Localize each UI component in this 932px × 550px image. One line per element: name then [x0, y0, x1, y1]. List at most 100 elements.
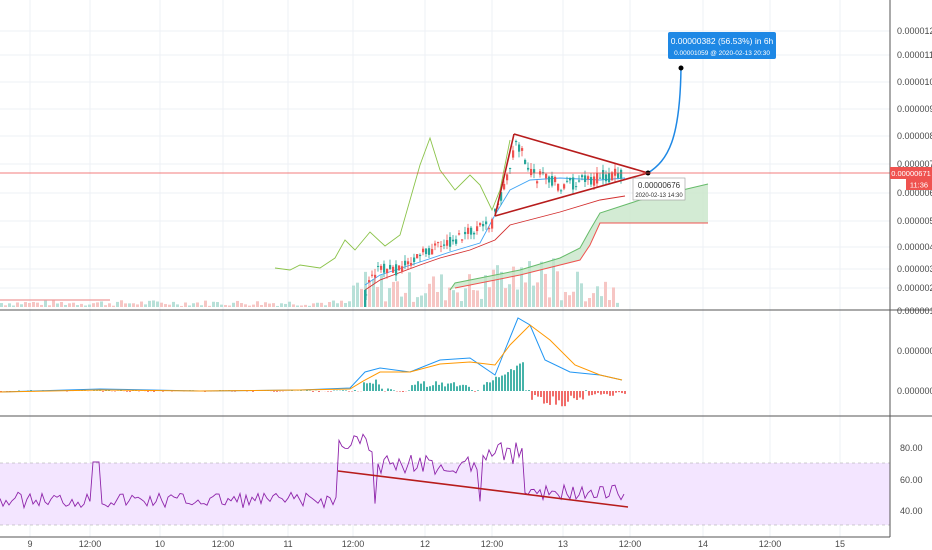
macd-hist-bar: [558, 391, 560, 401]
macd-hist-bar: [507, 372, 509, 391]
volume-bar: [144, 304, 147, 307]
volume-bar: [184, 302, 187, 307]
volume-bar: [348, 301, 351, 307]
macd-hist-bar: [444, 386, 446, 391]
countdown-badge: 11:36: [906, 179, 932, 190]
volume-bar: [180, 305, 183, 307]
volume-bar: [232, 302, 235, 307]
candle-body: [461, 239, 464, 241]
volume-bar: [100, 301, 103, 307]
candle-body: [503, 183, 506, 190]
macd-hist-bar: [495, 376, 497, 391]
rsi-axis[interactable]: 80.00 60.00 40.00: [900, 443, 923, 516]
volume-bar: [312, 303, 315, 307]
macd-hist-bar: [252, 391, 254, 392]
signal-line: [0, 324, 623, 393]
macd-hist-bar: [432, 385, 434, 391]
macd-hist-bar: [504, 374, 506, 391]
macd-hist-bar: [594, 391, 596, 395]
volume-bar: [404, 292, 407, 307]
macd-hist-bar: [153, 391, 155, 392]
candle-body: [500, 192, 503, 201]
macd-panel[interactable]: [0, 317, 626, 407]
macd-hist-bar: [423, 381, 425, 391]
price-panel[interactable]: 0.00000382 (56.53%) in 6h 0.00001059 @ 2…: [0, 32, 890, 307]
candle-body: [416, 254, 419, 259]
candle-body: [464, 231, 467, 235]
candle-body: [440, 245, 443, 247]
macd-axis[interactable]: 0.00000100 0.00000050 0.00000000: [897, 306, 932, 396]
volume-bar: [564, 291, 567, 307]
volume-bar: [124, 303, 127, 307]
volume-bar: [316, 302, 319, 307]
candle-body: [365, 294, 368, 296]
candle-body: [518, 144, 521, 152]
projection-end-point[interactable]: [678, 65, 684, 71]
volume-bar: [448, 287, 451, 307]
time-axis[interactable]: 9 12:00 10 12:00 11 12:00 12 12:00 13 12:00 14 12:0…: [27, 539, 845, 549]
cloud-fill: [450, 184, 708, 290]
senkou-b: [454, 222, 708, 289]
volume-bar: [244, 304, 247, 307]
volume-bar: [332, 300, 335, 307]
macd-hist-bar: [516, 365, 518, 391]
x-tick-label: 12:00: [212, 539, 235, 549]
candle-body: [431, 249, 434, 255]
volume-bar: [192, 303, 195, 307]
volume-bar: [468, 274, 471, 307]
x-tick-label: 12: [420, 539, 430, 549]
candle-body: [398, 265, 401, 271]
rsi-divergence-line[interactable]: [337, 470, 629, 508]
volume-bar: [292, 304, 295, 307]
x-tick-label: 11: [283, 539, 292, 549]
x-tick-label: 12:00: [759, 539, 782, 549]
volume-bar: [44, 300, 47, 307]
candle-body: [506, 174, 509, 181]
rsi-panel[interactable]: [0, 433, 890, 526]
volume-bar: [36, 302, 39, 307]
candle-body: [536, 181, 539, 184]
price-axis[interactable]: 0.00001200 0.00001100 0.00001000 0.00000900…: [897, 26, 932, 293]
volume-bar: [408, 272, 411, 307]
volume-bar: [540, 261, 543, 307]
macd-hist-bar: [582, 391, 584, 400]
symmetrical-triangle-drawing[interactable]: [494, 133, 649, 217]
volume-bar: [188, 305, 191, 307]
volume-bar: [588, 297, 591, 307]
x-tick-label: 14: [698, 539, 708, 549]
volume-bar: [288, 301, 291, 307]
macd-hist-bar: [534, 391, 536, 396]
macd-hist-bar: [576, 391, 578, 400]
candle-body: [515, 141, 518, 143]
candle-body: [389, 264, 392, 270]
volume-bar: [568, 295, 571, 307]
volume-bar: [552, 258, 555, 307]
x-tick-label: 12:00: [79, 539, 102, 549]
x-tick-label: 12:00: [619, 539, 642, 549]
price-tick-label: 0.00001000: [897, 77, 932, 87]
candle-body: [434, 243, 437, 246]
volume-bar: [344, 303, 347, 307]
volume-bar: [60, 301, 63, 307]
macd-hist-bar: [411, 385, 413, 391]
volume-bar: [260, 305, 263, 307]
macd-hist-bar: [306, 390, 308, 391]
current-price-label: 0.00000671: [891, 169, 931, 178]
macd-hist-bar: [528, 390, 530, 391]
x-tick-label: 15: [835, 539, 845, 549]
macd-hist-bar: [354, 390, 356, 391]
candle-body: [554, 176, 557, 183]
volume-bar: [276, 305, 279, 307]
macd-hist-bar: [549, 391, 551, 405]
candle-body: [494, 209, 497, 212]
volume-bar: [148, 300, 151, 307]
volume-bar: [516, 289, 519, 307]
volume-bar: [152, 300, 155, 307]
macd-hist-bar: [147, 391, 149, 392]
macd-hist-bar: [399, 391, 401, 392]
candle-body: [596, 172, 599, 184]
volume-bar: [492, 269, 495, 307]
candle-body: [566, 180, 569, 182]
projection-curve[interactable]: [647, 67, 682, 174]
